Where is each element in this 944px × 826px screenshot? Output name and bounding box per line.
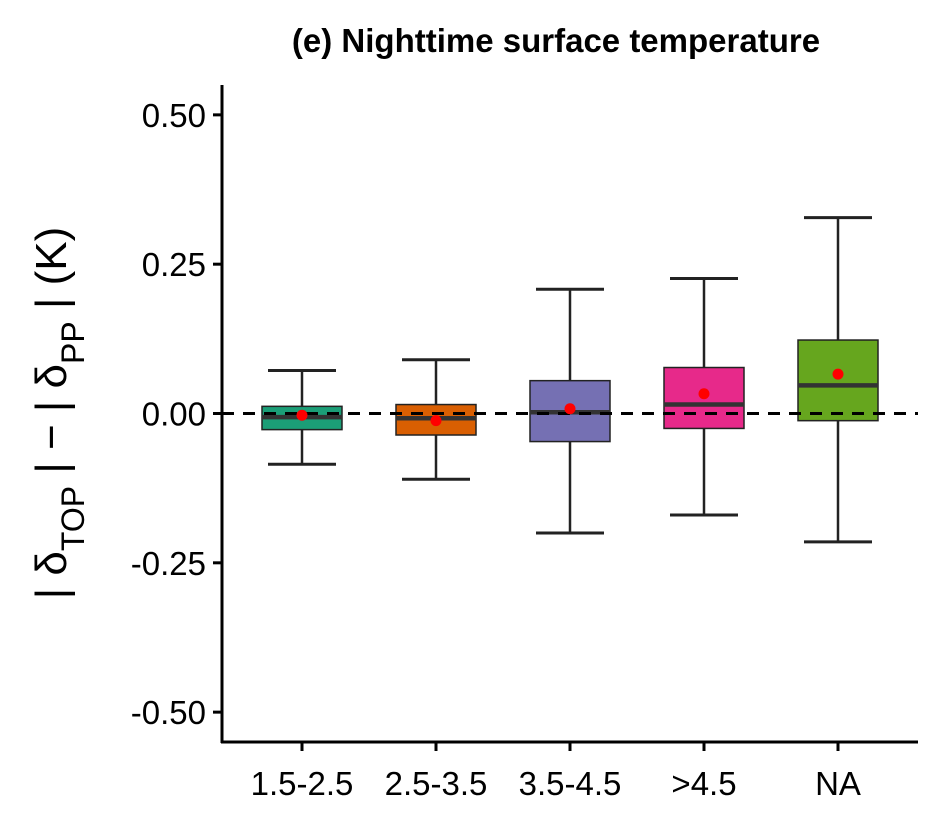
x-tick-label: >4.5 — [671, 765, 736, 802]
mean-marker — [698, 388, 710, 400]
y-axis-label: | δTOP | − | δPP | (K) — [27, 227, 91, 600]
mean-marker — [564, 403, 576, 415]
chart-title: (e) Nighttime surface temperature — [292, 22, 820, 59]
plot-area: -0.50 -0.25 0.00 0.25 0.50 1.5-2.5 2.5-3.5 3.5-… — [131, 85, 918, 802]
mean-marker — [832, 368, 844, 380]
y-tick-label: 0.00 — [142, 396, 206, 433]
y-tick-label: 0.25 — [142, 246, 206, 283]
y-tick-label: -0.50 — [131, 694, 206, 731]
mean-marker — [296, 409, 308, 421]
mean-marker — [430, 415, 442, 427]
box-NA — [797, 339, 879, 422]
x-tick-label: 3.5-4.5 — [519, 765, 622, 802]
x-tick-label: 1.5-2.5 — [251, 765, 354, 802]
x-tick-label: NA — [815, 765, 861, 802]
x-tick-label: 2.5-3.5 — [385, 765, 488, 802]
y-tick-label: -0.25 — [131, 545, 206, 582]
y-tick-label: 0.50 — [142, 97, 206, 134]
